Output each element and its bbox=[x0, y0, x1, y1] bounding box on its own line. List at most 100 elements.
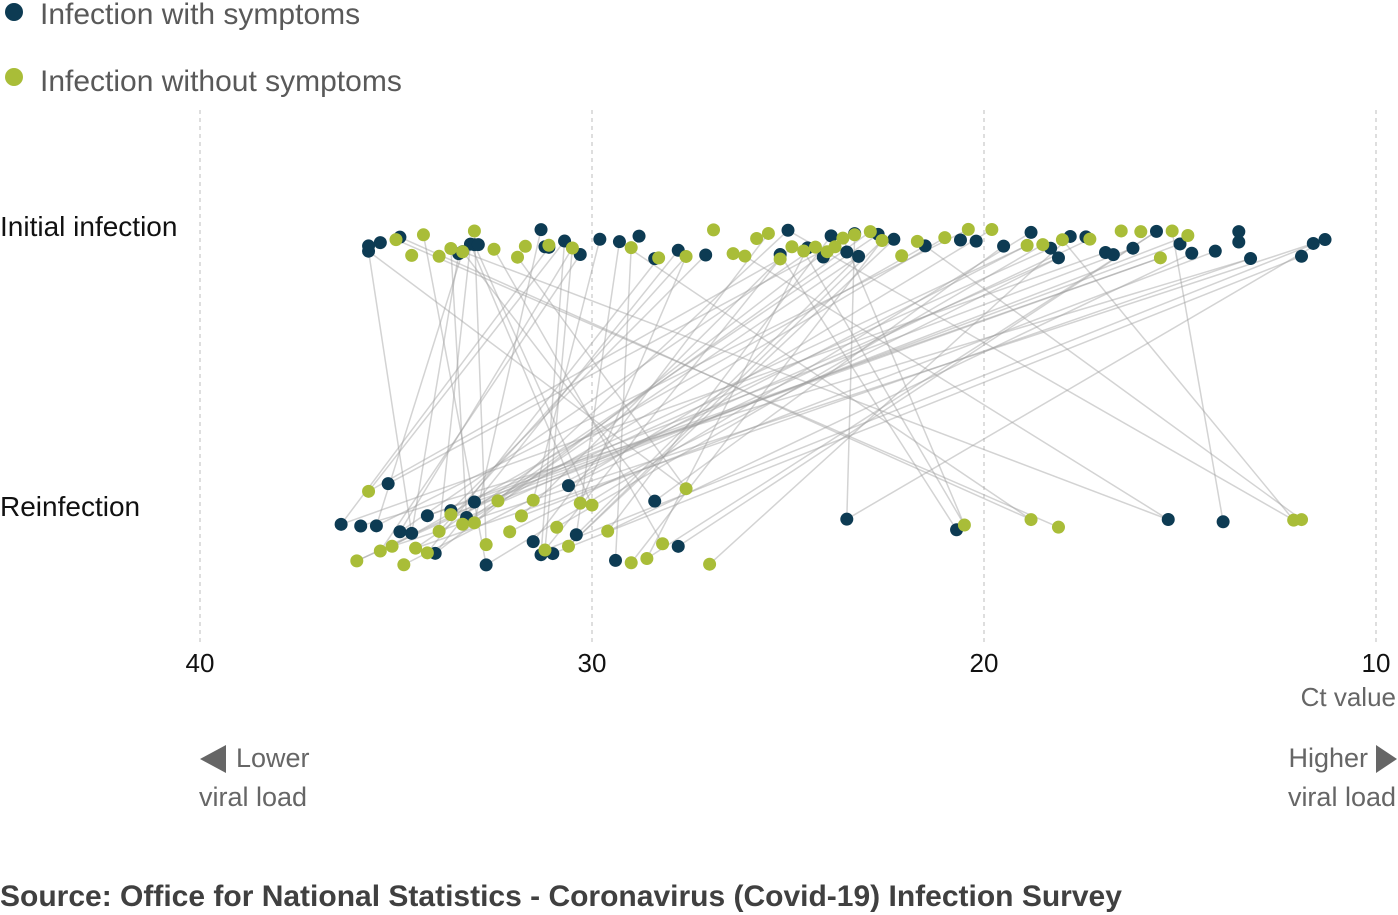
data-points bbox=[334, 222, 1332, 572]
pair-link bbox=[619, 241, 1032, 521]
legend: Infection with symptoms Infection withou… bbox=[5, 0, 402, 98]
initial-point-symptomatic bbox=[1024, 225, 1038, 239]
initial-point-asymptomatic bbox=[1165, 224, 1179, 238]
pair-link bbox=[422, 234, 487, 566]
pair-link bbox=[509, 257, 1059, 533]
pair-link bbox=[568, 238, 1091, 487]
initial-point-symptomatic bbox=[887, 232, 901, 246]
pair-link bbox=[787, 229, 1295, 521]
initial-point-asymptomatic bbox=[1036, 238, 1050, 252]
initial-point-asymptomatic bbox=[761, 226, 775, 240]
initial-point-symptomatic bbox=[362, 239, 376, 253]
initial-point-asymptomatic bbox=[707, 223, 721, 237]
initial-point-asymptomatic bbox=[487, 242, 501, 256]
initial-point-asymptomatic bbox=[1181, 228, 1195, 242]
initial-point-asymptomatic bbox=[836, 231, 850, 245]
pair-link bbox=[360, 257, 1251, 527]
reinfection-point-symptomatic bbox=[393, 525, 407, 539]
pair-link bbox=[646, 247, 809, 559]
pair-link bbox=[415, 233, 879, 549]
initial-point-symptomatic bbox=[781, 223, 795, 237]
pair-link bbox=[1171, 230, 1224, 522]
pair-link bbox=[630, 240, 883, 564]
reinfection-point-symptomatic bbox=[561, 479, 575, 493]
pair-link bbox=[450, 248, 468, 518]
pair-link bbox=[473, 244, 593, 506]
reinfection-point-asymptomatic bbox=[456, 517, 470, 531]
pair-link bbox=[469, 243, 581, 504]
reinfection-point-asymptomatic bbox=[538, 543, 552, 557]
pair-link bbox=[532, 239, 601, 501]
initial-point-symptomatic bbox=[1185, 246, 1199, 260]
initial-point-asymptomatic bbox=[1114, 224, 1128, 238]
reinfection-point-asymptomatic bbox=[1051, 520, 1065, 534]
reinfection-point-asymptomatic bbox=[624, 556, 638, 570]
reinfection-point-asymptomatic bbox=[703, 557, 717, 571]
reinfection-point-symptomatic bbox=[420, 509, 434, 523]
initial-point-asymptomatic bbox=[679, 249, 693, 263]
pair-link bbox=[399, 236, 1032, 521]
pair-link bbox=[462, 251, 656, 502]
initial-point-asymptomatic bbox=[565, 241, 579, 255]
initial-point-symptomatic bbox=[471, 238, 485, 252]
reinfection-point-symptomatic bbox=[369, 519, 383, 533]
pair-link bbox=[540, 240, 566, 555]
reinfection-point-asymptomatic bbox=[1295, 513, 1309, 527]
reinfection-point-asymptomatic bbox=[957, 518, 971, 532]
pair-link bbox=[521, 250, 1216, 517]
pair-link bbox=[575, 255, 860, 536]
reinfection-point-symptomatic bbox=[405, 526, 419, 540]
pair-link bbox=[427, 257, 1161, 517]
pair-link bbox=[614, 247, 632, 561]
initial-point-asymptomatic bbox=[750, 232, 764, 246]
x-axis-title: Ct value bbox=[1301, 682, 1396, 712]
initial-point-symptomatic bbox=[1149, 224, 1163, 238]
reinfection-point-asymptomatic bbox=[409, 541, 423, 555]
reinfection-point-symptomatic bbox=[526, 535, 540, 549]
reinfection-point-symptomatic bbox=[671, 539, 685, 553]
pair-link bbox=[462, 231, 871, 525]
higher-hint-line1: Higher bbox=[1288, 743, 1368, 773]
initial-point-symptomatic bbox=[1306, 236, 1320, 250]
reinfection-point-asymptomatic bbox=[350, 554, 364, 568]
initial-point-symptomatic bbox=[1106, 248, 1120, 262]
right-arrow-icon bbox=[1376, 745, 1397, 773]
pair-link bbox=[744, 255, 1169, 521]
initial-point-asymptomatic bbox=[1083, 232, 1097, 246]
reinfection-point-asymptomatic bbox=[550, 520, 564, 534]
reinfection-point-symptomatic bbox=[334, 517, 348, 531]
reinfection-point-asymptomatic bbox=[514, 509, 528, 523]
reinfection-point-asymptomatic bbox=[385, 539, 399, 553]
legend-label-symptomatic: Infection with symptoms bbox=[40, 0, 360, 31]
reinfection-point-asymptomatic bbox=[679, 482, 693, 496]
pair-links bbox=[340, 228, 1326, 566]
initial-point-symptomatic bbox=[1318, 233, 1332, 247]
reinfection-point-asymptomatic bbox=[656, 537, 670, 551]
pair-link bbox=[462, 236, 946, 525]
pair-link bbox=[473, 229, 789, 524]
pair-link bbox=[399, 247, 574, 533]
lower-hint-line2: viral load bbox=[199, 782, 307, 812]
pair-link bbox=[399, 246, 816, 533]
pair-link bbox=[438, 244, 472, 532]
higher-viral-load-hint: Higher viral load bbox=[1288, 743, 1397, 812]
reinfection-point-symptomatic bbox=[381, 477, 395, 491]
reinfection-point-asymptomatic bbox=[420, 546, 434, 560]
pair-link bbox=[376, 228, 969, 527]
pair-link bbox=[368, 250, 687, 490]
x-tick-label: 10 bbox=[1362, 648, 1391, 678]
initial-point-asymptomatic bbox=[797, 244, 811, 258]
reinfection-point-symptomatic bbox=[840, 512, 854, 526]
initial-point-asymptomatic bbox=[961, 222, 975, 236]
reinfection-point-symptomatic bbox=[648, 494, 662, 508]
pair-link bbox=[367, 240, 566, 492]
gridlines bbox=[199, 110, 1377, 642]
initial-point-symptomatic bbox=[534, 223, 548, 237]
pair-link bbox=[403, 244, 1028, 566]
initial-point-asymptomatic bbox=[542, 238, 556, 252]
pair-link bbox=[410, 253, 460, 534]
pair-link bbox=[391, 245, 926, 547]
pair-link bbox=[450, 243, 1181, 516]
initial-point-symptomatic bbox=[1232, 225, 1246, 239]
